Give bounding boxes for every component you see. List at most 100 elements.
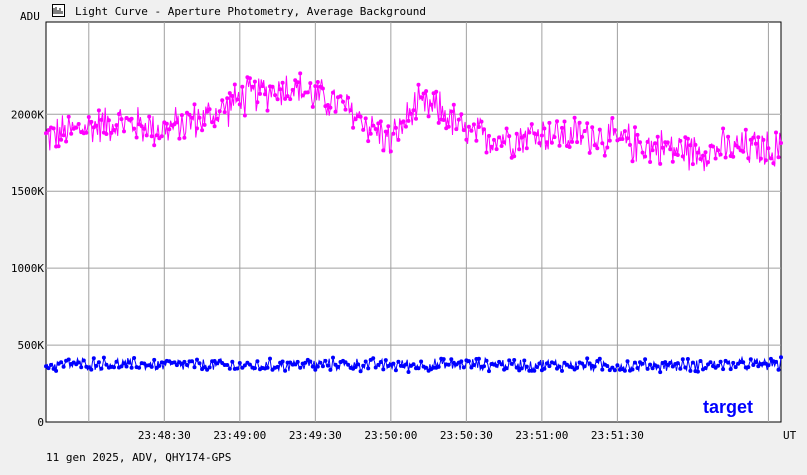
data-point-background — [633, 125, 637, 130]
data-point-target — [197, 361, 202, 366]
data-point-background — [429, 102, 434, 107]
data-point-background — [776, 155, 781, 160]
data-point-background — [542, 126, 547, 131]
data-point-target — [403, 362, 408, 367]
data-point-target — [610, 365, 615, 370]
data-point-target — [343, 360, 348, 365]
data-point-background — [625, 136, 630, 141]
data-point-target — [318, 360, 323, 365]
data-point-background — [572, 115, 577, 120]
data-point-target — [54, 368, 59, 373]
data-point-target — [645, 366, 650, 371]
data-point-target — [678, 366, 683, 371]
data-point-target — [182, 359, 187, 364]
data-point-target — [726, 360, 731, 365]
data-point-background — [758, 156, 763, 161]
data-point-target — [663, 360, 668, 365]
data-point-background — [401, 119, 406, 124]
x-tick-label: 23:49:30 — [289, 429, 342, 442]
data-point-background — [726, 134, 731, 139]
data-point-target — [459, 359, 464, 364]
data-point-background — [308, 81, 313, 86]
data-point-target — [137, 365, 142, 370]
data-point-background — [461, 128, 466, 133]
data-point-target — [688, 368, 693, 373]
data-point-target — [99, 366, 104, 371]
data-point-background — [552, 135, 557, 140]
data-point-background — [494, 147, 499, 152]
data-point-background — [328, 105, 333, 110]
plot-area — [45, 21, 782, 423]
data-point-background — [210, 120, 215, 125]
data-point-background — [373, 127, 378, 131]
data-point-target — [733, 365, 738, 370]
data-point-background — [215, 116, 220, 121]
data-point-background — [419, 95, 424, 100]
data-point-background — [743, 127, 748, 132]
data-point-background — [152, 143, 157, 148]
data-point-background — [582, 129, 587, 133]
data-point-target — [680, 357, 685, 362]
data-point-target — [268, 356, 272, 361]
data-point-target — [91, 356, 96, 361]
data-point-target — [235, 366, 240, 371]
data-point-target — [308, 359, 313, 364]
data-point-background — [600, 141, 605, 146]
data-point-background — [66, 114, 71, 119]
data-point-target — [466, 359, 471, 364]
data-point-target — [683, 365, 688, 370]
data-point-background — [731, 154, 736, 159]
data-point-target — [280, 359, 285, 364]
data-point-target — [396, 359, 401, 364]
data-point-background — [99, 117, 104, 122]
data-point-target — [283, 368, 288, 373]
target-annotation: target — [703, 397, 753, 417]
data-point-target — [172, 360, 177, 365]
data-point-target — [779, 355, 783, 360]
data-point-background — [620, 137, 625, 141]
data-point-target — [127, 360, 132, 365]
data-point-background — [142, 126, 147, 131]
data-point-target — [356, 362, 361, 367]
data-point-background — [416, 82, 421, 87]
data-point-background — [446, 124, 451, 129]
data-point-background — [346, 95, 351, 100]
data-point-background — [348, 108, 353, 113]
data-point-background — [610, 116, 615, 120]
data-point-target — [575, 365, 580, 370]
footer-info: 11 gen 2025, ADV, QHY174-GPS — [46, 451, 232, 464]
y-tick-label: 1500K — [11, 185, 44, 198]
data-point-target — [174, 363, 179, 368]
data-point-target — [560, 368, 564, 373]
data-point-background — [570, 139, 575, 144]
data-point-background — [690, 162, 695, 167]
data-point-background — [383, 129, 388, 134]
data-point-target — [313, 367, 318, 372]
data-point-background — [628, 142, 632, 147]
data-point-background — [736, 145, 741, 150]
y-axis: 0 500K 1000K 1500K 2000K — [11, 108, 44, 429]
data-point-background — [779, 141, 783, 145]
data-point-target — [436, 364, 441, 369]
data-point-background — [258, 91, 262, 96]
data-point-background — [222, 110, 227, 115]
data-point-target — [544, 361, 549, 366]
data-point-target — [119, 364, 124, 369]
data-point-background — [117, 112, 121, 116]
data-point-background — [640, 150, 645, 155]
data-point-target — [650, 366, 655, 371]
grid-layer — [46, 22, 781, 422]
data-point-background — [250, 84, 255, 89]
data-point-target — [419, 359, 424, 364]
data-point-background — [434, 89, 439, 94]
data-point-background — [560, 125, 564, 130]
data-point-background — [595, 146, 600, 151]
data-point-background — [441, 118, 446, 122]
series-layer — [44, 71, 783, 375]
data-point-background — [456, 117, 461, 122]
data-point-background — [605, 145, 610, 150]
data-point-background — [607, 138, 612, 143]
data-point-background — [320, 86, 325, 91]
data-point-background — [280, 80, 285, 85]
